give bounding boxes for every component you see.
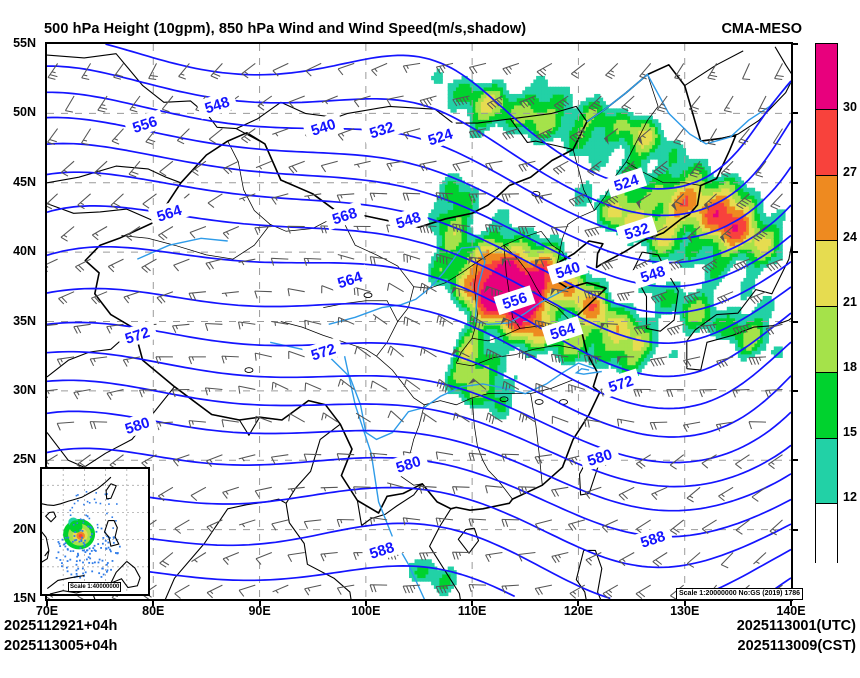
map-scale-label: Scale 1:20000000 No:GS (2019) 1786 [676,588,804,600]
colorbar-tick-label: 15 [843,425,857,439]
footer-valid-time-utc: 2025113001(UTC) [736,618,856,634]
x-axis-tick-label: 90E [248,604,271,618]
x-axis-tick [46,601,48,606]
colorbar [815,43,838,569]
map-canvas: 548 556 540 532 524 524 564 568 548 532 540 548 564 5… [47,44,791,599]
footer-init-time-local: 2025113005+04h [4,638,118,654]
y-axis-tick-label: 35N [13,313,36,328]
x-axis-tick-label: 130E [670,604,700,618]
colorbar-band [816,109,837,176]
footer-init-time: 2025112921+04h [4,618,118,634]
colorbar-tick-label: 27 [843,165,857,179]
y-axis-tick-label: 20N [13,521,36,536]
x-axis-tick [577,601,580,606]
x-axis-tick [152,601,155,606]
colorbar-band [816,372,837,439]
y-axis-tick-label: 25N [13,452,36,467]
colorbar-band [816,44,837,110]
colorbar-tick-label: 21 [843,295,857,309]
map-plot-area[interactable]: 548 556 540 532 524 524 564 568 548 532 540 548 564 5… [45,42,793,601]
y-axis-tick-label: 30N [13,382,36,397]
footer-valid-time-cst: 2025113009(CST) [737,638,857,654]
x-axis-tick [364,601,367,606]
x-axis-tick [258,601,261,606]
x-axis-tick [471,601,474,606]
colorbar-tick-label: 18 [843,360,857,374]
colorbar-band [816,307,837,373]
colorbar-tick-label: 24 [843,230,857,244]
colorbar-band [816,241,837,307]
y-axis-tick [793,528,798,531]
colorbar-tick-label: 12 [843,490,857,504]
colorbar-band [816,175,837,242]
y-axis-tick-label: 40N [13,244,36,259]
y-axis-tick [793,181,798,184]
inset-map-svg [42,469,148,594]
y-axis-tick [793,43,798,45]
colorbar-band [816,504,837,569]
colorbar-tick-label: 30 [843,100,857,114]
x-axis-tick [683,601,686,606]
x-axis-tick-label: 140E [776,604,806,618]
y-axis-tick [793,389,798,392]
colorbar-band [816,438,837,505]
x-axis-tick-label: 80E [142,604,165,618]
x-axis-tick-label: 110E [457,604,487,618]
y-axis-tick [793,251,798,254]
page-title: 500 hPa Height (10gpm), 850 hPa Wind and… [44,21,527,37]
x-axis-tick-label: 70E [35,604,59,618]
inset-map[interactable]: Scale 1:40000000 [40,467,150,596]
inset-scale-label: Scale 1:40000000 [68,582,122,592]
x-axis-tick-label: 100E [351,604,381,618]
y-axis-tick-label: 15N [13,591,36,605]
y-axis-tick [793,112,798,115]
y-axis-tick-label: 45N [13,174,36,189]
y-axis-tick-label: 50N [13,105,36,120]
model-label: CMA-MESO [721,21,802,37]
y-axis-tick [793,320,798,323]
y-axis-tick-label: 55N [13,36,36,50]
x-axis-tick-label: 120E [563,604,594,618]
x-axis-tick [790,601,792,606]
y-axis-tick [793,459,798,462]
